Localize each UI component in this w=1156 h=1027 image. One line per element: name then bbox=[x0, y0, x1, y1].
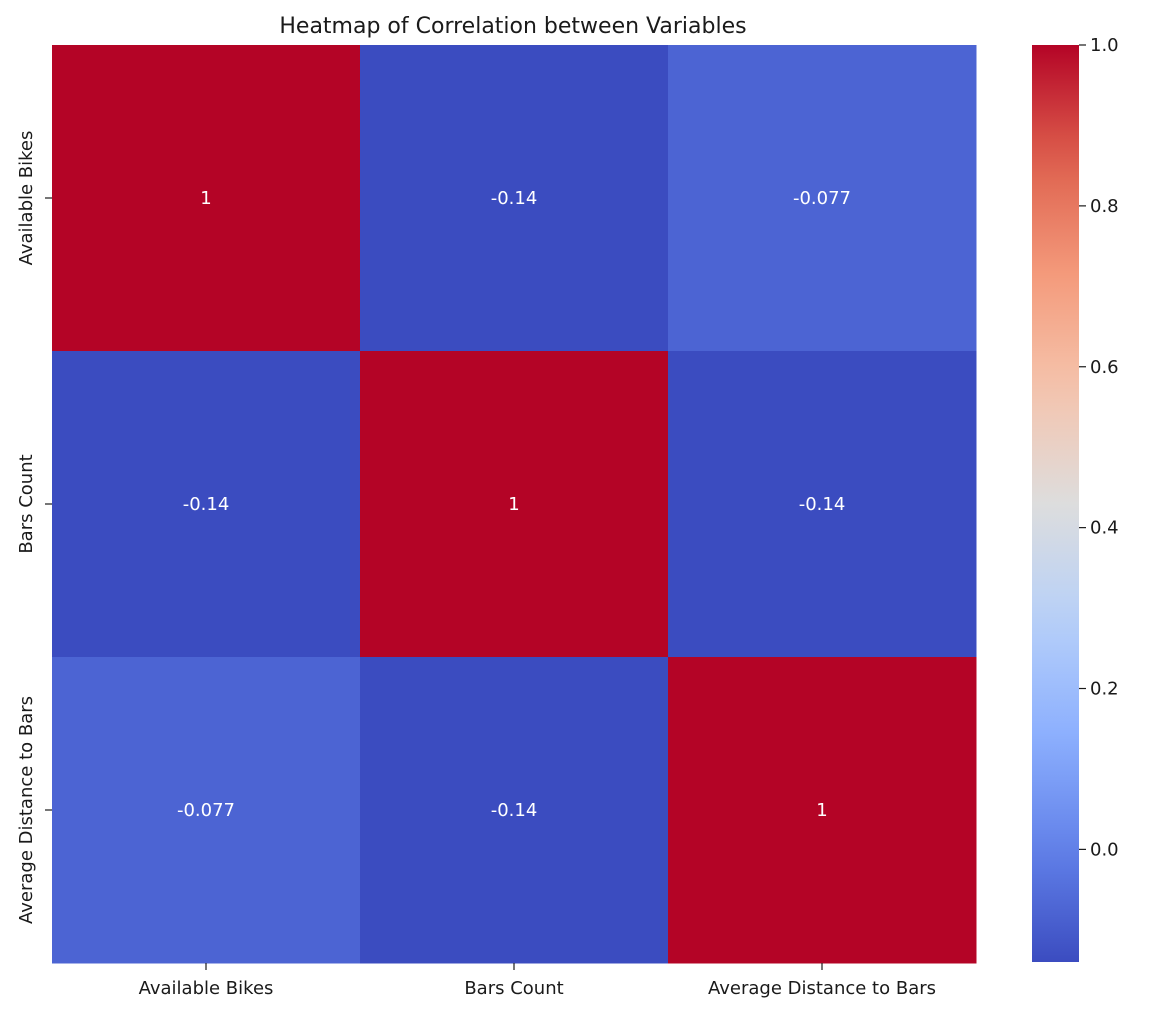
colorbar-tick-label: 0.0 bbox=[1090, 839, 1119, 860]
heatmap-cell bbox=[52, 351, 361, 658]
y-tick-label: Average Distance to Bars bbox=[16, 696, 37, 924]
cell-value-label: 1 bbox=[816, 800, 827, 821]
heatmap-cell bbox=[668, 351, 977, 658]
heatmap-cell bbox=[52, 45, 361, 352]
colorbar bbox=[1032, 45, 1079, 962]
colorbar-tick-label: 0.8 bbox=[1090, 196, 1119, 217]
x-axis: Available Bikes Bars Count Average Distanc… bbox=[139, 963, 936, 999]
cell-value-label: 1 bbox=[508, 494, 519, 515]
cell-value-label: -0.14 bbox=[491, 800, 538, 821]
cell-value-label: -0.14 bbox=[799, 494, 846, 515]
chart-title: Heatmap of Correlation between Variables bbox=[279, 14, 746, 39]
x-tick-label: Available Bikes bbox=[139, 978, 274, 999]
cell-annotations: 1 -0.14 -0.077 -0.14 1 -0.14 -0.077 -0.14 1 bbox=[177, 188, 851, 821]
cell-value-label: -0.14 bbox=[183, 494, 230, 515]
cell-value-label: -0.077 bbox=[177, 800, 235, 821]
cell-value-label: -0.14 bbox=[491, 188, 538, 209]
cell-value-label: 1 bbox=[200, 188, 211, 209]
colorbar-tick-label: 1.0 bbox=[1090, 35, 1119, 56]
heatmap-cell bbox=[360, 657, 669, 964]
colorbar-tick-label: 0.4 bbox=[1090, 518, 1119, 539]
colorbar-tick-label: 0.2 bbox=[1090, 679, 1119, 700]
heatmap-cell bbox=[668, 657, 977, 964]
heatmap-cell bbox=[668, 45, 977, 352]
heatmap-cell bbox=[360, 45, 669, 352]
y-axis: Available Bikes Bars Count Average Distanc… bbox=[16, 131, 52, 924]
cell-value-label: -0.077 bbox=[793, 188, 851, 209]
y-tick-label: Available Bikes bbox=[16, 131, 37, 266]
colorbar-axis: 0.0 0.2 0.4 0.6 0.8 1.0 bbox=[1079, 35, 1119, 860]
heatmap-cell bbox=[360, 351, 669, 658]
heatmap-cell bbox=[52, 657, 361, 964]
heatmap-cells bbox=[52, 45, 977, 964]
x-tick-label: Bars Count bbox=[464, 978, 563, 999]
colorbar-tick-label: 0.6 bbox=[1090, 357, 1119, 378]
y-tick-label: Bars Count bbox=[16, 454, 37, 553]
x-tick-label: Average Distance to Bars bbox=[708, 978, 936, 999]
